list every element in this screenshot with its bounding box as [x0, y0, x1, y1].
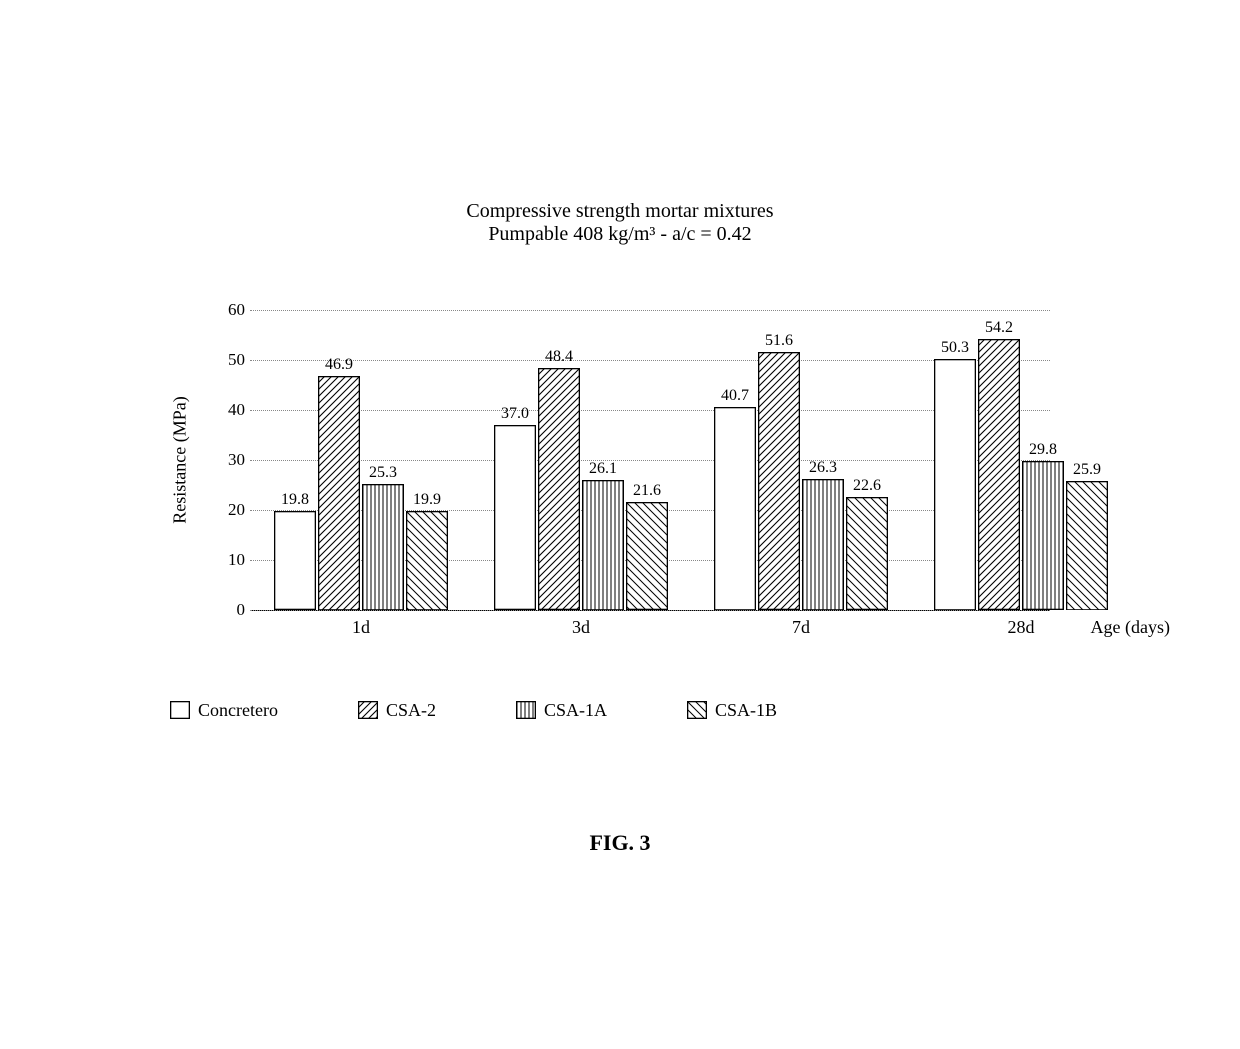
y-tick-label: 30 [220, 450, 245, 470]
bar-value-label: 22.6 [853, 477, 881, 495]
bar [318, 376, 360, 611]
bar [802, 479, 844, 611]
x-tick-label: 28d [1008, 617, 1035, 638]
y-tick-label: 0 [220, 600, 245, 620]
bar [274, 511, 316, 610]
legend-label: CSA-1A [544, 700, 607, 720]
bar [494, 425, 536, 610]
bar [758, 352, 800, 610]
bar [846, 497, 888, 610]
figure-caption: FIG. 3 [0, 830, 1240, 856]
bar-value-label: 46.9 [325, 356, 353, 374]
bar [1022, 461, 1064, 610]
chart-container: Resistance (MPa) Age (days) 1d19.846.925… [170, 310, 1110, 670]
legend-item: Concretero [170, 700, 278, 721]
grid-line [250, 310, 1050, 311]
legend-swatch [170, 701, 190, 719]
chart-title: Compressive strength mortar mixtures Pum… [0, 200, 1240, 246]
y-tick-label: 10 [220, 550, 245, 570]
grid-line [250, 460, 1050, 461]
bar-value-label: 25.3 [369, 464, 397, 482]
legend-item: CSA-1A [516, 700, 607, 721]
bar-value-label: 48.4 [545, 348, 573, 366]
bar-value-label: 51.6 [765, 332, 793, 350]
legend-item: CSA-1B [687, 700, 777, 721]
bar-value-label: 19.8 [281, 491, 309, 509]
x-tick-label: 3d [572, 617, 590, 638]
x-axis-label: Age (days) [1091, 617, 1170, 638]
bar [934, 359, 976, 611]
legend-label: CSA-1B [715, 700, 777, 720]
legend-swatch [358, 701, 378, 719]
x-tick-label: 7d [792, 617, 810, 638]
bar-value-label: 54.2 [985, 319, 1013, 337]
legend-item: CSA-2 [358, 700, 436, 721]
bar [714, 407, 756, 611]
legend-swatch [516, 701, 536, 719]
bar [582, 480, 624, 611]
bar-value-label: 29.8 [1029, 441, 1057, 459]
y-tick-label: 20 [220, 500, 245, 520]
grid-line [250, 410, 1050, 411]
bar [538, 368, 580, 610]
y-tick-label: 40 [220, 400, 245, 420]
bar-value-label: 37.0 [501, 405, 529, 423]
legend-label: CSA-2 [386, 700, 436, 720]
legend-label: Concretero [198, 700, 278, 720]
y-tick-label: 60 [220, 300, 245, 320]
bar [626, 502, 668, 610]
chart-title-line2: Pumpable 408 kg/m³ - a/c = 0.42 [0, 223, 1240, 246]
bar [978, 339, 1020, 610]
bar-value-label: 21.6 [633, 482, 661, 500]
y-axis-label: Resistance (MPa) [170, 396, 191, 523]
bar [406, 511, 448, 611]
grid-line [250, 360, 1050, 361]
legend-swatch [687, 701, 707, 719]
bar-value-label: 26.3 [809, 459, 837, 477]
plot-area: Age (days) 1d19.846.925.319.93d37.048.42… [250, 310, 1050, 611]
bar-value-label: 40.7 [721, 387, 749, 405]
bar [1066, 481, 1108, 611]
bar-value-label: 19.9 [413, 491, 441, 509]
grid-line [250, 610, 1050, 611]
chart-title-line1: Compressive strength mortar mixtures [0, 200, 1240, 223]
y-tick-label: 50 [220, 350, 245, 370]
bar-value-label: 50.3 [941, 339, 969, 357]
bar-value-label: 25.9 [1073, 461, 1101, 479]
legend: Concretero CSA-2 CSA-1A CSA-1B [170, 700, 1110, 721]
bar [362, 484, 404, 611]
bar-value-label: 26.1 [589, 460, 617, 478]
x-tick-label: 1d [352, 617, 370, 638]
